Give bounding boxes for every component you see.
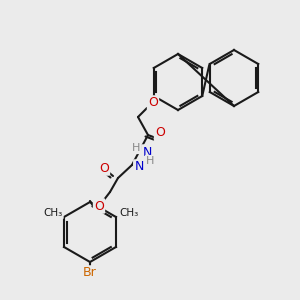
Text: CH₃: CH₃ xyxy=(119,208,139,218)
Text: O: O xyxy=(148,97,158,110)
Text: H: H xyxy=(132,143,140,153)
Text: O: O xyxy=(94,200,104,212)
Text: Br: Br xyxy=(83,266,97,280)
Text: N: N xyxy=(142,146,152,158)
Text: O: O xyxy=(155,127,165,140)
Text: O: O xyxy=(99,161,109,175)
Text: CH₃: CH₃ xyxy=(44,208,63,218)
Text: N: N xyxy=(134,160,144,173)
Text: H: H xyxy=(146,156,154,166)
